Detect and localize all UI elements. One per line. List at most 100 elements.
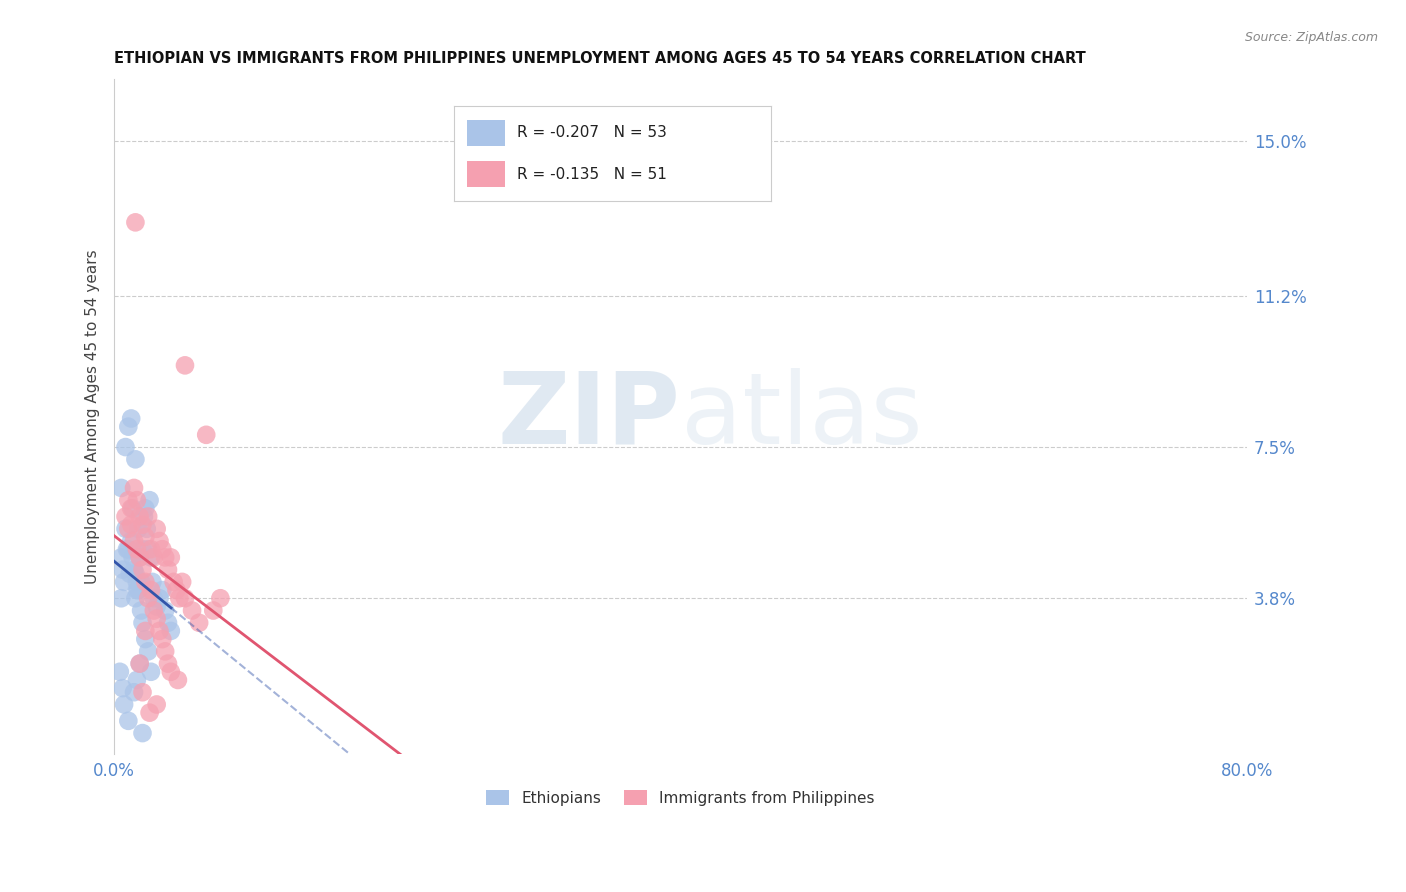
Point — [136, 644, 159, 658]
Point — [117, 493, 139, 508]
Point — [112, 698, 135, 712]
Point — [195, 427, 218, 442]
Point — [138, 493, 160, 508]
Point — [134, 624, 156, 638]
Point — [148, 591, 170, 606]
Point — [153, 603, 176, 617]
Point — [150, 632, 173, 646]
Point — [121, 501, 143, 516]
Point — [128, 550, 150, 565]
Point — [124, 566, 146, 581]
Text: Source: ZipAtlas.com: Source: ZipAtlas.com — [1244, 31, 1378, 45]
Point — [148, 534, 170, 549]
Point — [125, 673, 148, 687]
Point — [131, 726, 153, 740]
Point — [120, 517, 142, 532]
Point — [159, 550, 181, 565]
Point — [142, 603, 165, 617]
Point — [131, 517, 153, 532]
Point — [110, 550, 132, 565]
Point — [122, 481, 145, 495]
Point — [112, 574, 135, 589]
Point — [124, 591, 146, 606]
Point — [145, 612, 167, 626]
Point — [145, 522, 167, 536]
Text: atlas: atlas — [681, 368, 922, 465]
Point — [139, 542, 162, 557]
Point — [148, 624, 170, 638]
Point — [129, 574, 152, 589]
Point — [150, 542, 173, 557]
Point — [166, 583, 188, 598]
Point — [122, 563, 145, 577]
Legend: Ethiopians, Immigrants from Philippines: Ethiopians, Immigrants from Philippines — [478, 782, 883, 814]
Point — [125, 542, 148, 557]
Point — [110, 481, 132, 495]
Point — [159, 665, 181, 679]
Point — [114, 522, 136, 536]
Point — [125, 574, 148, 589]
Point — [163, 574, 186, 589]
Point — [141, 574, 163, 589]
Point — [125, 583, 148, 598]
Point — [131, 563, 153, 577]
Point — [131, 685, 153, 699]
Point — [139, 665, 162, 679]
Point — [174, 591, 197, 606]
Point — [145, 599, 167, 614]
Point — [114, 509, 136, 524]
Point — [181, 603, 204, 617]
Point — [124, 452, 146, 467]
Point — [115, 542, 138, 557]
Point — [124, 215, 146, 229]
Point — [169, 591, 191, 606]
Point — [153, 644, 176, 658]
Point — [120, 501, 142, 516]
Point — [110, 591, 132, 606]
Point — [117, 419, 139, 434]
Point — [117, 522, 139, 536]
Point — [111, 681, 134, 695]
Point — [145, 698, 167, 712]
Point — [139, 583, 162, 598]
Point — [172, 574, 194, 589]
Point — [153, 550, 176, 565]
Point — [117, 714, 139, 728]
Point — [209, 591, 232, 606]
Point — [127, 583, 149, 598]
Point — [122, 685, 145, 699]
Point — [174, 359, 197, 373]
Point — [188, 615, 211, 630]
Point — [128, 550, 150, 565]
Point — [136, 509, 159, 524]
Point — [134, 501, 156, 516]
Point — [142, 591, 165, 606]
Point — [122, 534, 145, 549]
Point — [108, 665, 131, 679]
Point — [131, 615, 153, 630]
Point — [132, 509, 155, 524]
Point — [138, 706, 160, 720]
Point — [167, 673, 190, 687]
Point — [125, 493, 148, 508]
Point — [129, 603, 152, 617]
Point — [118, 566, 141, 581]
Point — [128, 657, 150, 671]
Point — [134, 632, 156, 646]
Point — [117, 542, 139, 557]
Point — [111, 563, 134, 577]
Point — [135, 522, 157, 536]
Point — [156, 657, 179, 671]
Point — [159, 624, 181, 638]
Point — [136, 542, 159, 557]
Point — [114, 440, 136, 454]
Point — [142, 550, 165, 565]
Point — [121, 550, 143, 565]
Point — [136, 591, 159, 606]
Point — [150, 583, 173, 598]
Point — [156, 563, 179, 577]
Point — [139, 550, 162, 565]
Text: ZIP: ZIP — [498, 368, 681, 465]
Point — [127, 522, 149, 536]
Y-axis label: Unemployment Among Ages 45 to 54 years: Unemployment Among Ages 45 to 54 years — [86, 249, 100, 583]
